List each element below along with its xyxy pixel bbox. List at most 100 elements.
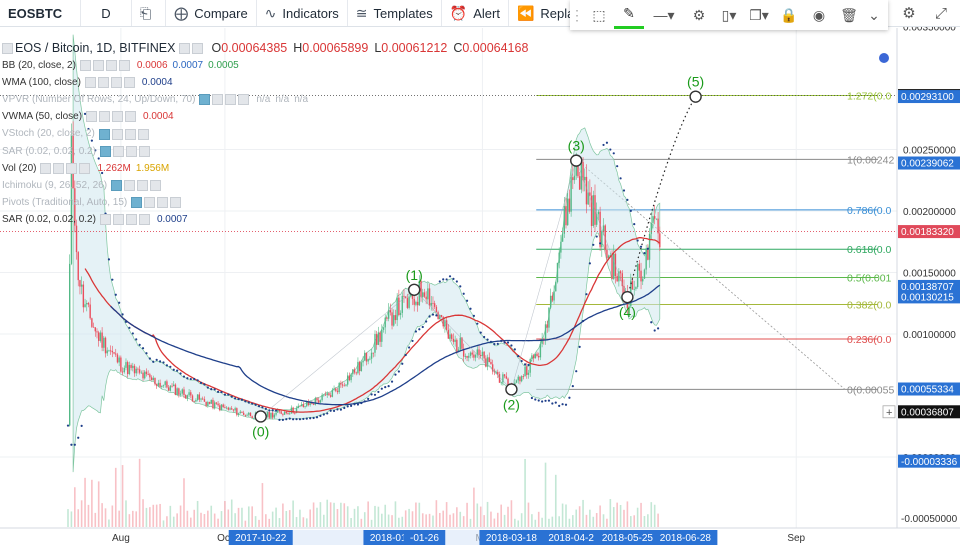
add-icon[interactable] (125, 213, 137, 225)
study-name: VWMA (50, close) (2, 111, 83, 123)
eye-icon[interactable] (99, 213, 111, 225)
eye-icon[interactable] (86, 111, 98, 123)
indicators-button[interactable]: ∿ Indicators (257, 0, 348, 26)
volume-bar (647, 514, 649, 527)
layers-icon[interactable]: ▯▾ (721, 6, 737, 23)
settings-icon[interactable] (112, 145, 124, 157)
eye-icon[interactable] (99, 145, 111, 157)
sar-dot (534, 398, 537, 401)
candle-body (360, 362, 363, 372)
volume-bar (227, 509, 230, 527)
chart-settings-icon[interactable]: ⚙ (902, 5, 916, 22)
eye-icon[interactable] (131, 196, 143, 208)
study-value: 0.0007 (172, 60, 204, 72)
add-icon[interactable] (66, 162, 78, 174)
study-name: Vol (20) (2, 162, 37, 174)
study-row[interactable]: SAR (0.02, 0.02, 0.2) (2, 143, 528, 160)
add-icon[interactable] (125, 145, 137, 157)
eye-icon[interactable] (40, 162, 52, 174)
add-icon[interactable] (124, 128, 136, 140)
select-area-icon[interactable]: ⬚ (592, 6, 606, 23)
eye-icon[interactable] (111, 179, 123, 191)
settings-icon[interactable] (212, 94, 224, 106)
close-icon[interactable] (79, 162, 91, 174)
candle-body (478, 349, 480, 356)
settings-icon[interactable]: ⚙ (692, 6, 706, 23)
volume-bar (476, 503, 479, 527)
symbol-search[interactable]: EOSBTC (0, 0, 81, 26)
sar-dot (462, 292, 465, 295)
settings-icon[interactable] (179, 43, 191, 55)
line-style-icon[interactable]: —▾ (653, 6, 675, 23)
sar-dot (506, 341, 510, 344)
settings-icon[interactable] (144, 196, 156, 208)
eye-icon[interactable] (98, 128, 110, 140)
sar-dot (305, 417, 308, 420)
interval-button[interactable]: D (81, 0, 132, 26)
close-icon[interactable] (118, 60, 130, 72)
study-row[interactable]: SAR (0.02, 0.02, 0.2) 0.0007 (2, 211, 528, 228)
chevron-down-icon[interactable]: ⌄ (868, 6, 880, 23)
close-icon[interactable] (150, 179, 162, 191)
add-icon[interactable] (137, 179, 149, 191)
sar-dot (295, 418, 298, 421)
eye-icon[interactable] (199, 94, 211, 106)
drag-handle-icon[interactable]: ⋮ (570, 6, 584, 23)
settings-icon[interactable] (124, 179, 136, 191)
price-axis[interactable]: 0.00350000 0.00250000 0.00200000 0.00150000… (879, 23, 960, 528)
study-row[interactable]: BB (20, close, 2) 0.0006 0.0007 0.0005 (2, 57, 528, 74)
add-icon[interactable] (225, 94, 237, 106)
candle-body (476, 349, 479, 355)
close-icon[interactable] (138, 145, 150, 157)
eye-icon[interactable]: ◉ (812, 6, 826, 23)
study-row[interactable]: VWMA (50, close) 0.0004 (2, 108, 528, 125)
candle-body (606, 250, 608, 259)
study-row[interactable]: WMA (100, close) 0.0004 (2, 74, 528, 91)
add-icon[interactable] (157, 196, 169, 208)
time-axis[interactable]: AugOctMaSep2017-10-222018-01-09-01-26201… (0, 527, 960, 548)
settings-icon[interactable] (97, 77, 109, 89)
close-icon[interactable] (123, 77, 135, 89)
alert-button[interactable]: ⏰ Alert (442, 0, 509, 26)
settings-icon[interactable] (92, 60, 104, 72)
eye-icon[interactable] (84, 77, 96, 89)
study-row[interactable]: Pivots (Traditional, Auto, 15) (2, 194, 528, 211)
add-icon[interactable] (112, 111, 124, 123)
close-icon[interactable] (137, 128, 149, 140)
add-icon[interactable] (105, 60, 117, 72)
candle-body (159, 382, 161, 387)
settings-icon[interactable] (112, 213, 124, 225)
templates-button[interactable]: ≅ Templates (348, 0, 442, 26)
candle-body (123, 367, 125, 373)
add-icon[interactable] (110, 77, 122, 89)
volume-bar (305, 518, 308, 527)
settings-icon[interactable] (53, 162, 65, 174)
study-row[interactable]: VPVR (Number Of Rows, 24, Up/Down, 70) n/… (2, 91, 528, 108)
close-icon[interactable] (138, 213, 150, 225)
candle-body (198, 394, 201, 400)
study-row[interactable]: Vol (20) 1.262M 1.956M (2, 160, 528, 177)
compare-button[interactable]: ⨁ Compare (166, 0, 257, 26)
close-icon[interactable] (125, 111, 137, 123)
volume-bar (507, 506, 509, 527)
trash-icon[interactable]: 🗑 (840, 6, 858, 23)
candle-body (111, 350, 114, 353)
copy-icon[interactable]: ❐▾ (749, 6, 769, 23)
study-row[interactable]: Ichimoku (9, 26, 52, 26) (2, 177, 528, 194)
fullscreen-icon[interactable]: ⤢ (934, 4, 947, 22)
chart-style-button[interactable]: ⎗ (132, 0, 167, 26)
close-icon[interactable] (238, 94, 250, 106)
lock-icon[interactable]: 🔒 (780, 6, 798, 23)
volume-bar (367, 501, 369, 527)
settings-icon[interactable] (99, 111, 111, 123)
settings-icon[interactable] (111, 128, 123, 140)
format-icon[interactable] (192, 43, 204, 55)
study-row[interactable]: VStoch (20, close, 2) (2, 125, 528, 142)
eye-icon[interactable] (2, 43, 13, 55)
eye-icon[interactable] (79, 60, 91, 72)
pencil-icon[interactable]: ✎ (614, 1, 644, 29)
close-icon[interactable] (170, 196, 182, 208)
volume-bar (172, 516, 175, 527)
elliott-wave[interactable]: (0) (1) (2) (3) (4) (5) (0, 74, 897, 440)
